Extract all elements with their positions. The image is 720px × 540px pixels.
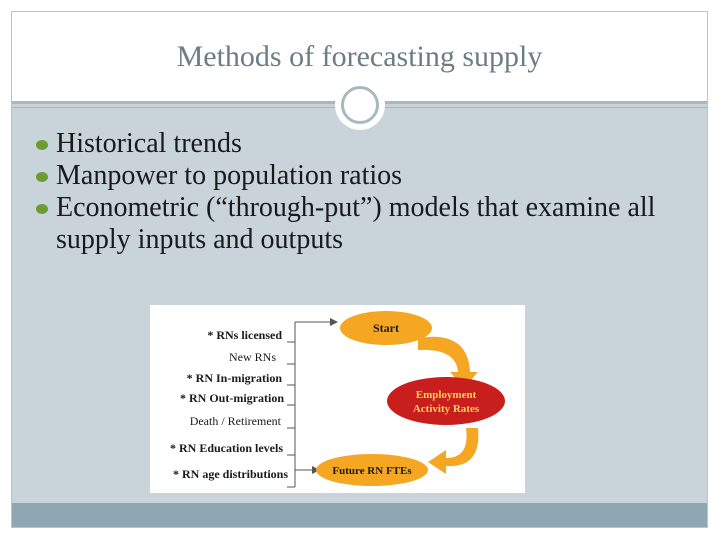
- start-node: [340, 311, 432, 345]
- arrow-employment-to-future: [428, 428, 479, 474]
- input-connectors: [287, 321, 330, 488]
- input-rn-in-migration: * RN In-migration: [187, 371, 283, 385]
- bullet-item: Econometric (“through-put”) models that …: [36, 192, 696, 256]
- input-rn-out-migration: * RN Out-migration: [180, 391, 284, 405]
- input-new-rns: New RNs: [229, 350, 276, 364]
- bullet-icon: [36, 204, 48, 214]
- footer-bar: [12, 503, 707, 527]
- bullet-item: Manpower to population ratios: [36, 160, 696, 192]
- bullet-item: Historical trends: [36, 128, 696, 160]
- employment-label-line1: Employment: [416, 389, 477, 401]
- input-death-retirement: Death / Retirement: [190, 414, 282, 428]
- future-label: Future RN FTEs: [332, 465, 412, 477]
- bullet-list: Historical trends Manpower to population…: [36, 128, 696, 256]
- employment-label-line2: Activity Rates: [413, 403, 480, 415]
- start-label: Start: [373, 321, 399, 335]
- input-rn-age-distributions: * RN age distributions: [173, 467, 288, 481]
- divider-ornament-ring: [341, 86, 379, 124]
- bullet-icon: [36, 172, 48, 182]
- slide-title: Methods of forecasting supply: [176, 40, 543, 73]
- input-rn-education-levels: * RN Education levels: [170, 441, 283, 455]
- employment-node: [387, 377, 505, 425]
- input-rns-licensed: * RNs licensed: [207, 328, 282, 342]
- bullet-icon: [36, 140, 48, 150]
- arrow-start-to-employment: [418, 336, 478, 388]
- future-node: [316, 454, 428, 486]
- arrowhead-to-start: [330, 318, 338, 326]
